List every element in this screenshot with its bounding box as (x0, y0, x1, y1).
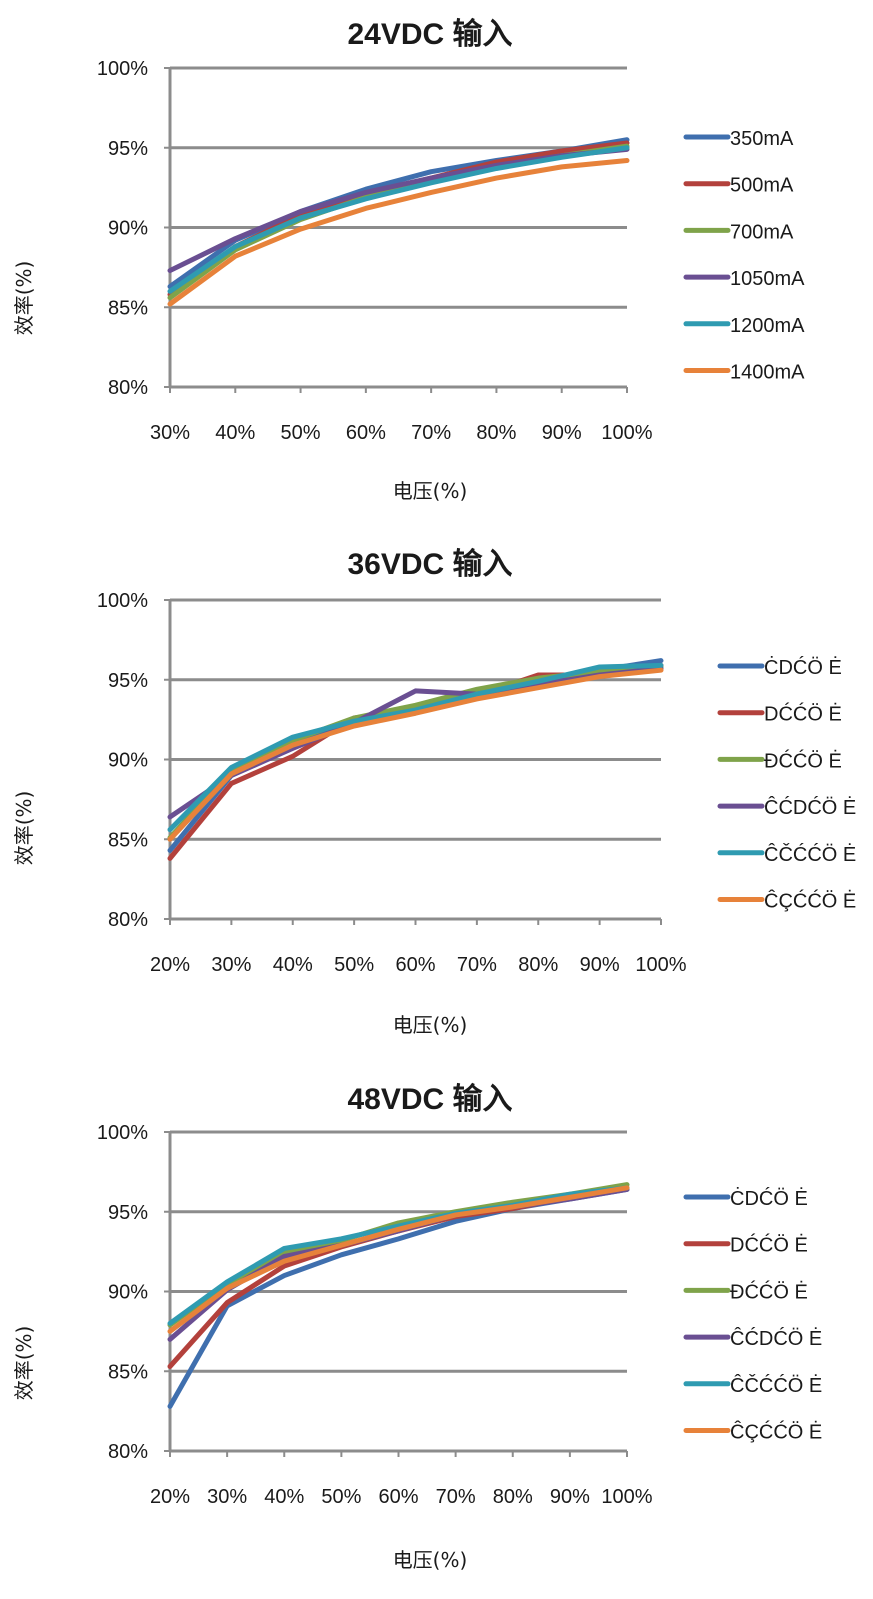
series-line (167, 158, 630, 307)
y-tick-label: 100% (97, 1122, 148, 1144)
y-tick-label: 80% (108, 1441, 148, 1463)
x-tick-label: 50% (281, 422, 321, 444)
x-tick-label: 80% (493, 1486, 533, 1508)
y-tick-label: 90% (108, 218, 148, 240)
legend-label: 500mA (730, 175, 794, 197)
y-tick-label: 100% (97, 590, 148, 612)
series-line (167, 666, 664, 820)
y-tick-label: 90% (108, 1282, 148, 1304)
legend-label: ĊDĆÖ Ė (730, 1187, 808, 1210)
chart-36vdc-svg: 36VDC 输入 80% 85% 90% 95% 100% 20% 30% 40% 50% 60%… (12, 548, 856, 1037)
x-tick-label: 60% (378, 1486, 418, 1508)
x-axis-label: 电压(%) (393, 1548, 468, 1572)
y-axis-label: 效率(%) (12, 261, 36, 336)
x-tick-label: 80% (476, 422, 516, 444)
chart-title: 36VDC 输入 (347, 548, 512, 581)
legend-label: DĆĆÖ Ė (730, 1234, 808, 1257)
x-tick-label: 20% (150, 1486, 190, 1508)
series-line (167, 1185, 630, 1326)
series-line (167, 1182, 630, 1328)
chart-24vdc-svg: 24VDC 输入 80% 85% 90% 95% 100% 30% 40% 50% 60% 70%… (12, 18, 805, 503)
chart-title: 24VDC 输入 (347, 18, 512, 51)
legend-label: 1400mA (730, 362, 805, 384)
legend-label: ĈČĆĆÖ Ė (730, 1374, 822, 1397)
x-tick-label: 30% (207, 1486, 247, 1508)
series-line (167, 1185, 630, 1334)
series-line (167, 662, 664, 833)
chart-24vdc: 24VDC 输入 80% 85% 90% 95% 100% 30% 40% 50% 60% 70%… (0, 0, 873, 530)
y-tick-label: 90% (108, 750, 148, 772)
legend-label: ĈČĆĆÖ Ė (764, 843, 856, 866)
legend-label: ĈÇĆĆÖ Ė (730, 1421, 822, 1444)
series-line (167, 667, 664, 842)
legend-label: ĈÇĆĆÖ Ė (764, 890, 856, 913)
x-axis-label: 电压(%) (393, 1013, 468, 1037)
x-tick-label: 40% (215, 422, 255, 444)
x-tick-label: 40% (273, 954, 313, 976)
y-tick-label: 100% (97, 58, 148, 80)
legend-label: 1050mA (730, 268, 805, 290)
chart-title: 48VDC 输入 (347, 1083, 512, 1116)
x-tick-label: 70% (457, 954, 497, 976)
legend-label: 350mA (730, 128, 794, 150)
x-tick-label: 70% (411, 422, 451, 444)
y-tick-label: 95% (108, 670, 148, 692)
x-tick-label: 50% (334, 954, 374, 976)
x-tick-label: 80% (518, 954, 558, 976)
legend-label: DĆĆÖ Ė (764, 703, 842, 726)
x-tick-label: 70% (436, 1486, 476, 1508)
chart-48vdc-svg: 48VDC 输入 80% 85% 90% 95% 100% 20% 30% 40% 50% 60%… (12, 1083, 822, 1572)
series-line (167, 137, 630, 290)
x-tick-label: 60% (346, 422, 386, 444)
x-tick-label: 20% (150, 954, 190, 976)
chart-36vdc: 36VDC 输入 80% 85% 90% 95% 100% 20% 30% 40% 50% 60%… (0, 530, 873, 1065)
y-tick-label: 95% (108, 1202, 148, 1224)
y-axis-label: 效率(%) (12, 791, 36, 866)
x-tick-label: 90% (550, 1486, 590, 1508)
x-tick-label: 30% (211, 954, 251, 976)
legend-label: ĈĆDĆÖ Ė (730, 1327, 822, 1350)
legend-label: 1200mA (730, 315, 805, 337)
y-tick-label: 85% (108, 1361, 148, 1383)
x-tick-label: 90% (542, 422, 582, 444)
y-tick-label: 95% (108, 138, 148, 160)
x-tick-label: 100% (601, 1486, 652, 1508)
x-tick-label: 30% (150, 422, 190, 444)
legend-label: ĊDĆÖ Ė (764, 656, 842, 679)
legend-label: ĐĆĆÖ Ė (764, 749, 842, 772)
x-tick-label: 60% (395, 954, 435, 976)
x-tick-label: 90% (580, 954, 620, 976)
x-tick-label: 100% (601, 422, 652, 444)
x-tick-label: 100% (635, 954, 686, 976)
y-tick-label: 85% (108, 297, 148, 319)
x-tick-label: 50% (321, 1486, 361, 1508)
series-line (167, 145, 630, 294)
legend-label: ĈĆDĆÖ Ė (764, 796, 856, 819)
y-axis-label: 效率(%) (12, 1326, 36, 1401)
x-tick-label: 40% (264, 1486, 304, 1508)
x-axis-label: 电压(%) (393, 479, 468, 503)
legend-label: 700mA (730, 221, 794, 243)
y-tick-label: 80% (108, 377, 148, 399)
y-tick-label: 85% (108, 829, 148, 851)
y-tick-label: 80% (108, 909, 148, 931)
chart-48vdc: 48VDC 输入 80% 85% 90% 95% 100% 20% 30% 40% 50% 60%… (0, 1065, 873, 1599)
legend-label: ĐĆĆÖ Ė (730, 1280, 808, 1303)
